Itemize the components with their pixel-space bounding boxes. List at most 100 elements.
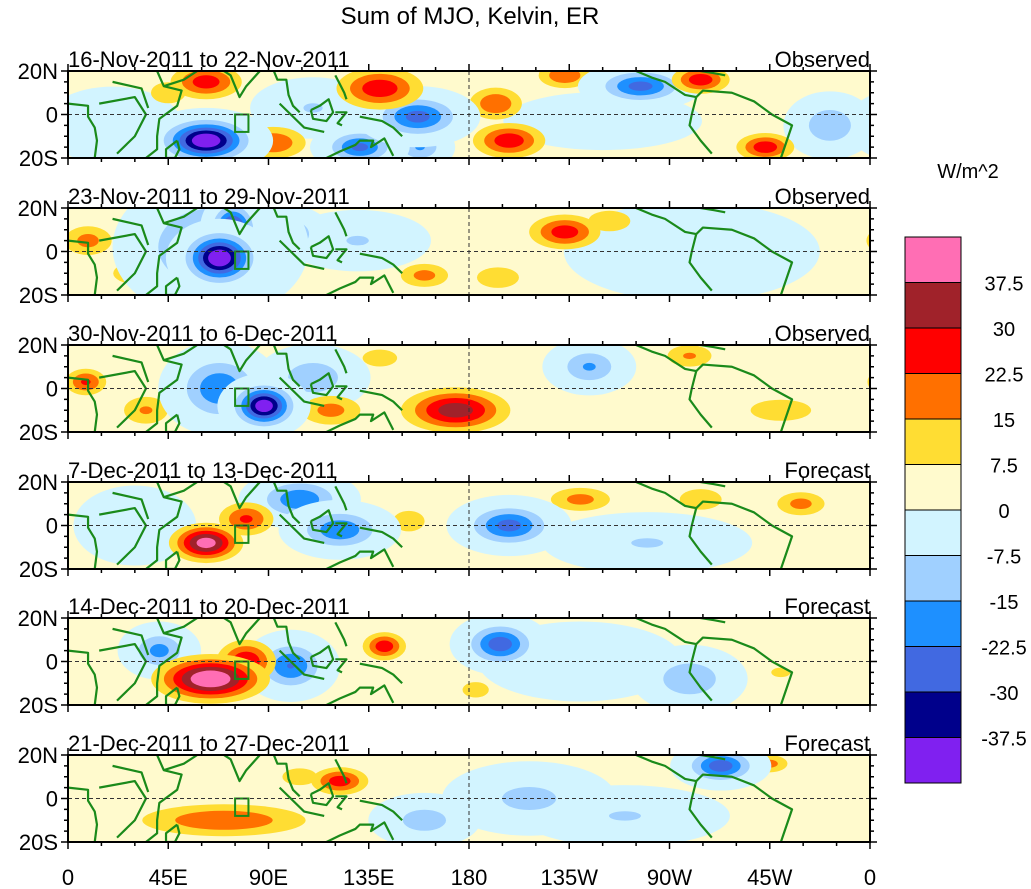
coastline [635, 618, 697, 646]
contour-band [977, 811, 1031, 830]
coastline [163, 618, 198, 635]
contour-band [7, 110, 49, 141]
contour-band [1027, 646, 1031, 677]
contour-band [875, 374, 901, 391]
coastline [635, 755, 697, 783]
coastline [695, 636, 794, 705]
lat-tick-label: 0 [46, 650, 58, 675]
lat-tick-label: 20S [19, 420, 58, 445]
contour-band [405, 110, 430, 123]
coastline [323, 548, 395, 569]
coastline [164, 550, 181, 569]
lat-tick-label: 20N [18, 743, 58, 768]
contour-band [879, 234, 901, 247]
coastline [164, 139, 181, 158]
colorbar-label: 15 [993, 410, 1015, 432]
contour-band [708, 760, 733, 772]
coastline [695, 89, 794, 158]
contour-band [362, 349, 398, 367]
panel-kind: Forecast [784, 594, 870, 619]
coastline [335, 385, 348, 401]
coastline [112, 354, 150, 383]
lon-tick-label: 0 [864, 865, 876, 889]
contour-band [1002, 191, 1031, 268]
index-box [234, 524, 250, 544]
contour-band [995, 238, 1031, 277]
coastline [145, 755, 183, 842]
coastline [334, 485, 348, 511]
colorbar-label: 37.5 [985, 274, 1024, 296]
coastline [635, 345, 697, 373]
coastline [278, 239, 325, 270]
lat-tick-label: 20S [19, 283, 58, 308]
lat-tick-label: 0 [46, 377, 58, 402]
colorbar-swatch [904, 418, 962, 465]
contour-field [68, 755, 1031, 842]
contour-band [883, 379, 893, 385]
lon-axis: 0 45E 90E 135E 180 135W 90W 45W 0 [62, 865, 876, 889]
lat-tick-label: 0 [46, 240, 58, 265]
colorbar-label: -37.5 [981, 729, 1027, 751]
contour-band [566, 494, 594, 505]
coastline [164, 413, 181, 432]
contour-band [966, 120, 1031, 161]
contour-band [393, 510, 425, 532]
coastline [359, 799, 403, 822]
lat-tick-label: 20S [19, 830, 58, 855]
panel-kind: Observed [775, 184, 870, 209]
coastline [112, 80, 150, 109]
panel-kind: Observed [775, 321, 870, 346]
contour-band [488, 636, 512, 652]
lon-tick-label: 90E [249, 865, 288, 889]
map-panel: 20N 0 20S 14-Dec-2011 to 20-Dec-2011 Forecas… [18, 594, 1031, 718]
coastline [696, 618, 726, 624]
coastline [359, 389, 403, 412]
coastline [145, 618, 183, 705]
contour-band [953, 82, 988, 103]
contour-band [68, 108, 75, 143]
lat-tick-label: 20N [18, 606, 58, 631]
contour-band [995, 75, 1022, 88]
coastline [688, 643, 713, 702]
coastline [323, 274, 395, 295]
contour-band [679, 489, 722, 510]
lon-tick-label: 45W [747, 865, 792, 889]
coastline [163, 208, 198, 225]
contour-band [688, 73, 713, 86]
coastline [145, 345, 183, 432]
coastline [164, 823, 181, 842]
contour-band [1010, 250, 1031, 267]
contour-band [462, 682, 489, 698]
coastline [112, 217, 150, 246]
contour-field [68, 191, 1031, 295]
coastline [335, 795, 348, 811]
index-box [234, 797, 250, 817]
coastline [68, 513, 99, 569]
coastline [112, 627, 150, 656]
coastline [695, 363, 794, 432]
contour-band [628, 81, 653, 91]
contour-band [239, 515, 253, 523]
contour-band [175, 810, 273, 830]
contour-band [502, 786, 557, 811]
contour-band [750, 399, 812, 421]
colorbar-swatch [904, 691, 962, 738]
lon-tick-label: 0 [62, 865, 74, 889]
coastline [335, 111, 348, 127]
contour-band [753, 141, 778, 153]
contour-band [362, 79, 398, 98]
colorbar-swatch [904, 646, 962, 693]
map-panel: 20N 0 20S 21-Dec-2011 to 27-Dec-2011 Forecas… [18, 731, 1031, 855]
contour-band [375, 640, 394, 653]
contour-band [255, 399, 273, 413]
contour-band [972, 64, 1031, 99]
contour-band [494, 133, 524, 148]
colorbar-units: W/m^2 [937, 161, 999, 183]
contour-field [68, 618, 1031, 705]
coastline [323, 684, 395, 705]
coastline [359, 662, 403, 685]
coastline [323, 821, 395, 842]
index-box [234, 387, 250, 407]
coastline [335, 658, 348, 674]
contour-band [582, 362, 596, 371]
